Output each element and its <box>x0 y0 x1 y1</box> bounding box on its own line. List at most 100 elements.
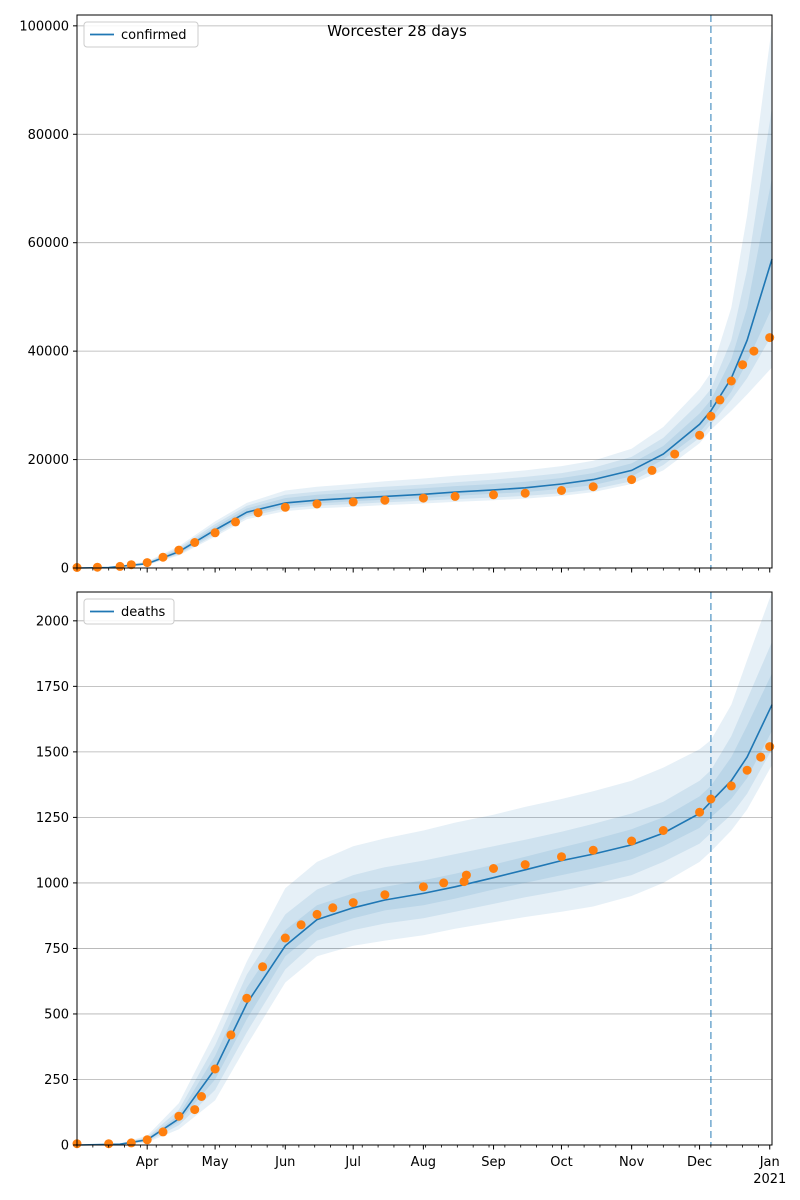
y-tick-label: 1250 <box>36 811 69 826</box>
observed-point <box>328 903 338 913</box>
x-tick-label: Sep <box>481 1155 506 1170</box>
observed-point <box>627 836 637 846</box>
observed-point <box>380 890 390 900</box>
y-tick-label: 500 <box>44 1007 69 1022</box>
observed-point <box>742 765 752 775</box>
x-year-label: 2021 <box>753 1172 786 1187</box>
observed-point <box>142 558 152 568</box>
observed-point <box>174 1111 184 1121</box>
y-tick-label: 60000 <box>28 236 69 251</box>
observed-point <box>158 552 168 562</box>
observed-point <box>588 482 598 492</box>
observed-point <box>706 794 716 804</box>
observed-point <box>226 1030 236 1040</box>
observed-point <box>557 486 566 495</box>
observed-point <box>92 562 102 572</box>
axes-frame <box>76 591 773 1146</box>
observed-point <box>695 430 705 440</box>
y-tick-label: 1750 <box>36 680 69 695</box>
observed-point <box>253 508 263 518</box>
observed-point <box>461 870 471 880</box>
x-tick-label: Apr <box>136 1155 159 1170</box>
observed-point <box>439 878 449 888</box>
y-tick-label: 250 <box>44 1073 69 1088</box>
observed-point <box>231 517 240 527</box>
observed-point <box>489 864 498 873</box>
y-tick-label: 40000 <box>28 345 69 360</box>
observed-point <box>738 360 748 370</box>
observed-point <box>280 502 290 512</box>
observed-point <box>126 560 136 570</box>
observed-point <box>158 1127 168 1137</box>
observed-point <box>312 909 322 919</box>
observed-point <box>104 1139 114 1149</box>
x-tick-label: Aug <box>411 1155 436 1170</box>
x-tick-label: Jul <box>344 1155 361 1170</box>
observed-point <box>296 920 306 930</box>
x-tick-label: Jan <box>759 1155 780 1170</box>
y-tick-label: 80000 <box>28 128 69 143</box>
y-tick-label: 100000 <box>19 19 69 34</box>
x-tick-label: Nov <box>619 1155 645 1170</box>
observed-point <box>348 898 358 908</box>
observed-point <box>242 993 252 1003</box>
observed-point <box>258 962 268 972</box>
observed-point <box>715 395 725 405</box>
observed-point <box>190 1105 200 1115</box>
observed-point <box>647 465 657 475</box>
observed-point <box>312 499 322 509</box>
legend-label: confirmed <box>121 28 187 43</box>
observed-point <box>210 1064 220 1074</box>
x-tick-label: Oct <box>550 1155 572 1170</box>
x-tick-label: May <box>202 1155 229 1170</box>
confirmed-panel: 0 20000 40000 60000 80000 100000 confirmed <box>19 14 775 577</box>
observed-point <box>726 781 736 791</box>
observed-point <box>520 488 530 498</box>
y-tick-label: 1000 <box>36 876 69 891</box>
observed-point <box>126 1138 136 1148</box>
observed-point <box>197 1092 206 1101</box>
legend-box <box>83 21 199 48</box>
observed-point <box>765 333 775 343</box>
y-tick-label: 1500 <box>36 745 69 760</box>
deaths-model-line <box>76 704 773 1146</box>
observed-point <box>658 826 668 835</box>
observed-point <box>706 411 716 421</box>
observed-point <box>749 346 759 356</box>
confirmed-model-line <box>76 258 773 569</box>
observed-point <box>190 538 200 547</box>
uncertainty-band <box>77 592 772 1145</box>
observed-point <box>670 449 680 459</box>
x-tick-label: Dec <box>687 1155 712 1170</box>
observed-point <box>418 493 428 503</box>
observed-point <box>695 807 705 817</box>
observed-point <box>489 490 498 500</box>
x-tick-label: Jun <box>274 1155 295 1170</box>
observed-point <box>756 752 766 762</box>
observed-point <box>520 860 530 870</box>
axes-frame <box>76 14 773 569</box>
observed-point <box>115 561 125 571</box>
y-tick-label: 2000 <box>36 614 69 629</box>
y-tick-label: 0 <box>61 1139 69 1154</box>
legend-label: deaths <box>121 605 166 620</box>
observed-point <box>450 491 460 501</box>
chart-title: Worcester 28 days <box>327 22 467 40</box>
observed-point <box>588 845 598 855</box>
observed-point <box>418 882 428 892</box>
legend-box <box>83 598 175 625</box>
y-tick-label: 0 <box>61 562 69 577</box>
observed-point <box>174 545 184 555</box>
observed-point <box>348 497 358 507</box>
observed-point <box>765 742 775 752</box>
observed-point <box>726 376 736 386</box>
observed-point <box>280 933 290 943</box>
y-tick-label: 20000 <box>28 453 69 468</box>
deaths-panel: 0 250 500 750 1000 1250 1500 1750 2000 Apr May Jun J… <box>36 591 786 1187</box>
uncertainty-band <box>77 177 772 568</box>
y-tick-label: 750 <box>44 942 69 957</box>
observed-point <box>627 475 637 485</box>
observed-point <box>142 1135 152 1145</box>
observed-point <box>380 495 390 505</box>
